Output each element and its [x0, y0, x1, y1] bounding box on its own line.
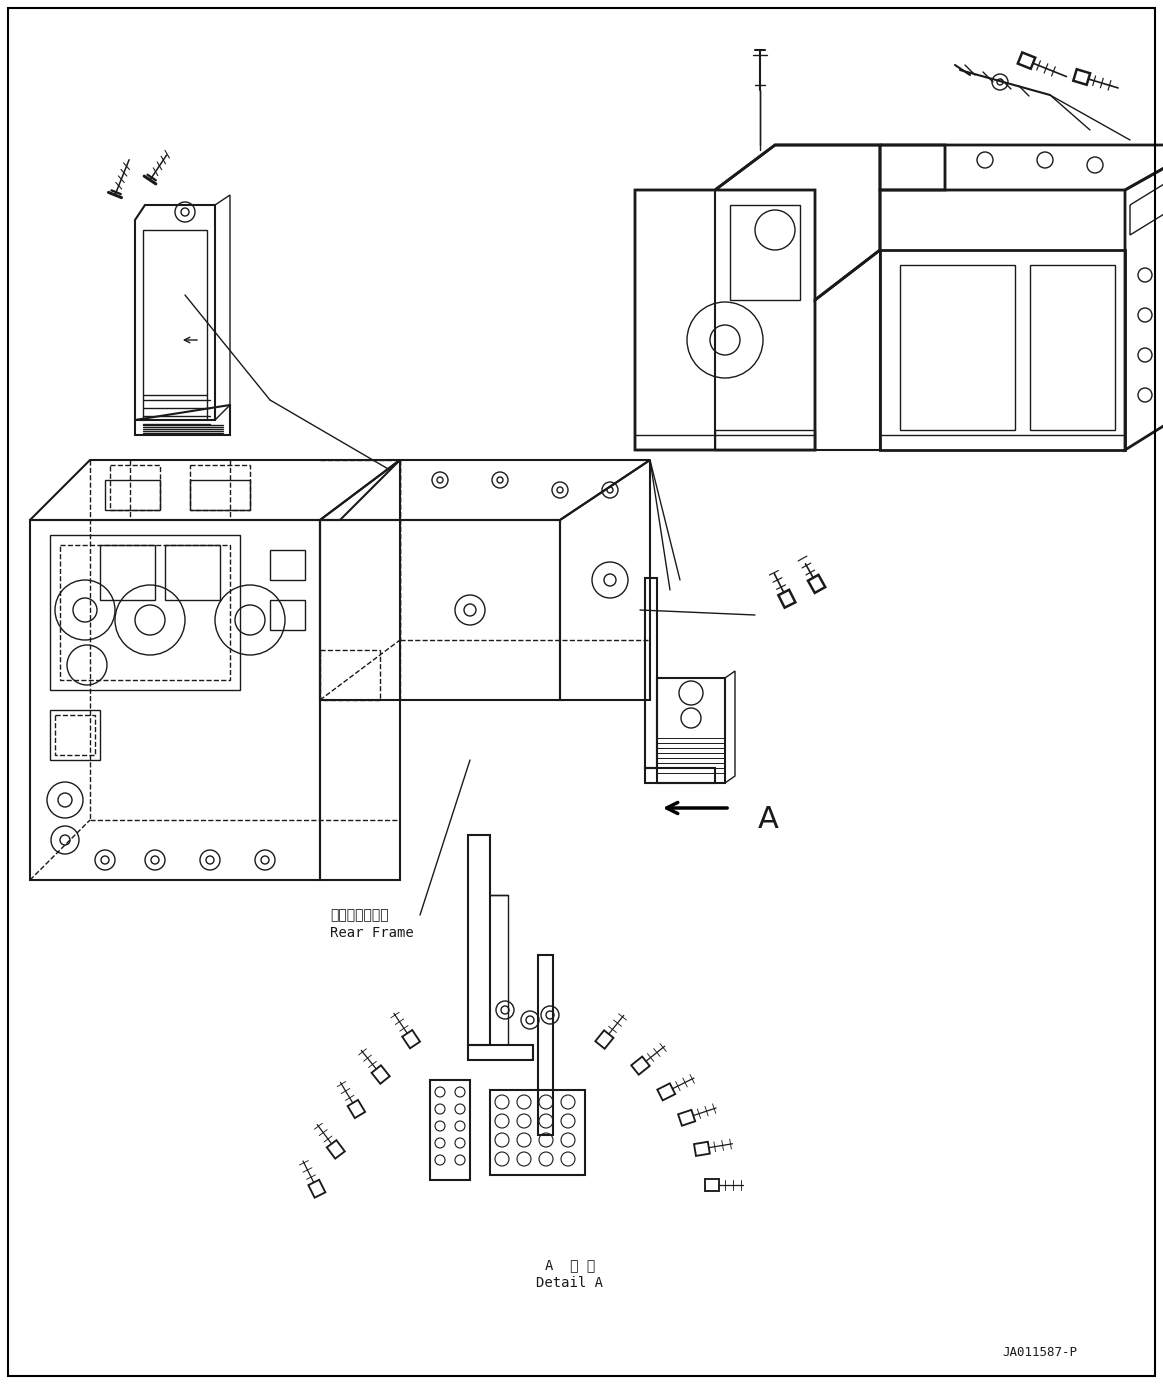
Text: Detail A: Detail A — [536, 1276, 604, 1290]
Text: リヤーフレーム: リヤーフレーム — [330, 908, 388, 922]
Text: A: A — [757, 805, 778, 835]
Text: Rear Frame: Rear Frame — [330, 926, 414, 940]
Text: A  詳 細: A 詳 細 — [545, 1258, 595, 1272]
Text: JA011587-P: JA011587-P — [1003, 1345, 1077, 1359]
